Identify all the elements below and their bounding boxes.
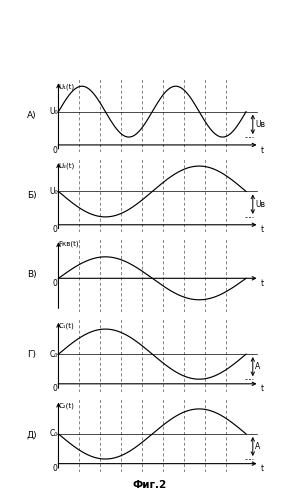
Text: U₂(t): U₂(t)	[58, 163, 75, 169]
Text: C₁(t): C₁(t)	[58, 322, 74, 329]
Text: 0: 0	[53, 384, 58, 394]
Text: 0: 0	[53, 279, 58, 288]
Text: C₀: C₀	[50, 350, 58, 359]
Text: U₀: U₀	[49, 107, 58, 116]
Text: А): А)	[27, 111, 36, 120]
Text: U₀: U₀	[49, 187, 58, 196]
Text: Б): Б)	[27, 191, 36, 200]
Text: В): В)	[27, 270, 36, 279]
Text: 0: 0	[53, 464, 58, 474]
Text: 0: 0	[53, 146, 58, 155]
Text: t: t	[261, 384, 264, 394]
Text: Uв: Uв	[255, 120, 265, 129]
Text: Г): Г)	[27, 350, 36, 359]
Text: 0: 0	[53, 226, 58, 235]
Text: A: A	[255, 362, 260, 371]
Text: C₀: C₀	[50, 430, 58, 439]
Text: Д): Д)	[26, 430, 37, 439]
Text: A: A	[255, 442, 260, 451]
Text: U₁(t): U₁(t)	[58, 83, 75, 89]
Text: Fкв(t): Fкв(t)	[58, 241, 79, 248]
Text: t: t	[261, 464, 264, 474]
Text: Uв: Uв	[255, 200, 265, 209]
Text: Фиг.2: Фиг.2	[133, 480, 167, 490]
Text: t: t	[261, 226, 264, 235]
Text: t: t	[261, 146, 264, 155]
Text: C₂(t): C₂(t)	[58, 402, 74, 409]
Text: t: t	[261, 279, 264, 288]
